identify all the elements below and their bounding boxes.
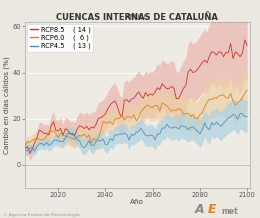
X-axis label: Año: Año (131, 199, 144, 205)
Text: A: A (195, 203, 205, 216)
Text: E: E (208, 203, 217, 216)
Text: met: met (221, 207, 238, 216)
Title: CUENCAS INTERNAS DE CATALUÑA: CUENCAS INTERNAS DE CATALUÑA (56, 13, 218, 22)
Legend: RCP8.5    ( 14 ), RCP6.0    (  6 ), RCP4.5    ( 13 ): RCP8.5 ( 14 ), RCP6.0 ( 6 ), RCP4.5 ( 13… (27, 24, 93, 52)
Y-axis label: Cambio en días cálidos (%): Cambio en días cálidos (%) (4, 56, 11, 154)
Text: © Agencia Estatal de Meteorología: © Agencia Estatal de Meteorología (3, 213, 79, 217)
Text: ANUAL: ANUAL (126, 14, 148, 20)
